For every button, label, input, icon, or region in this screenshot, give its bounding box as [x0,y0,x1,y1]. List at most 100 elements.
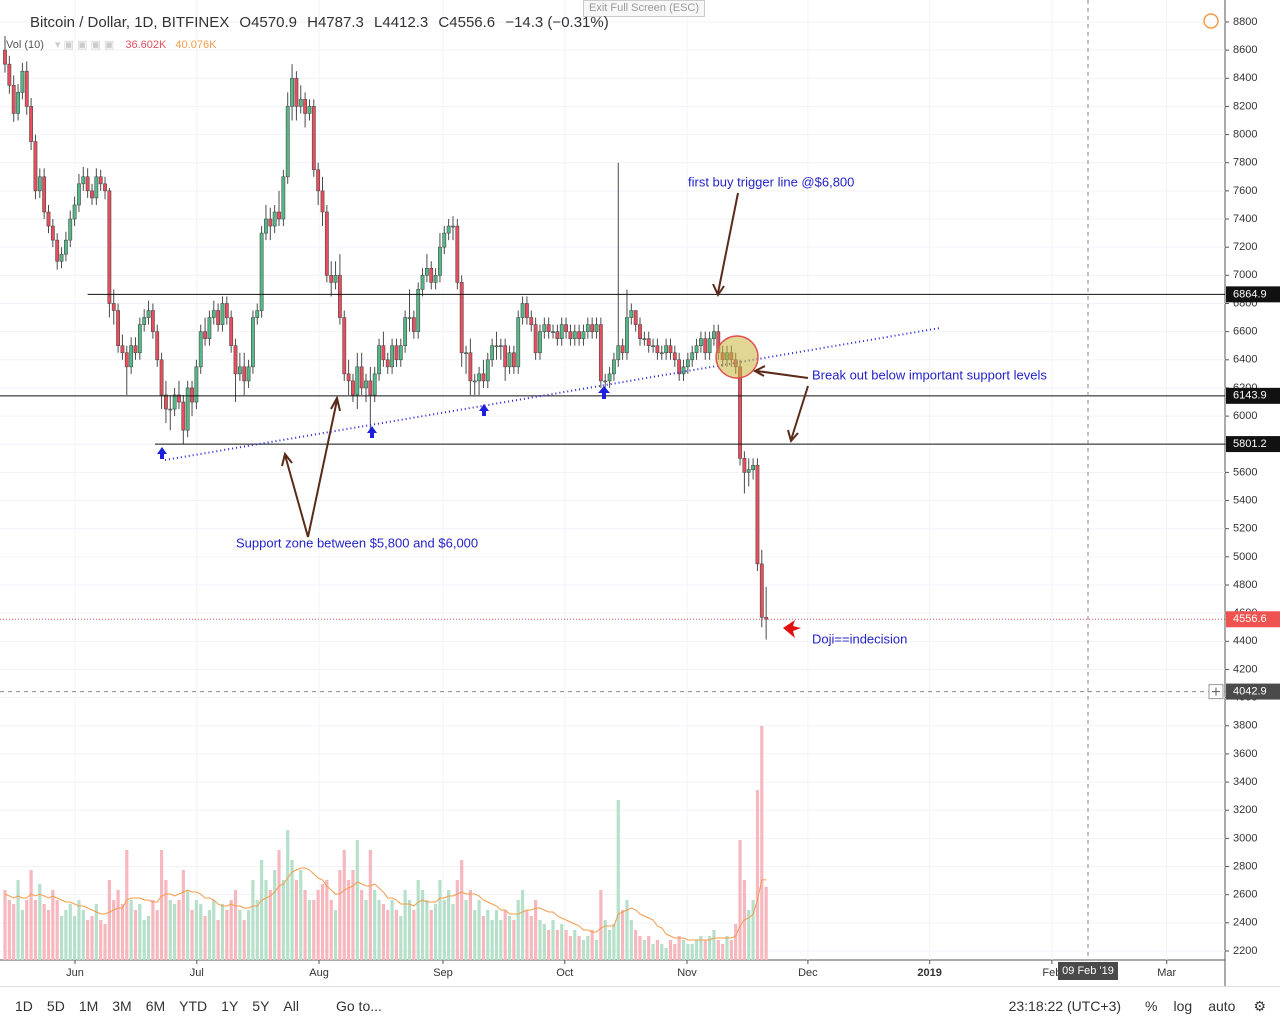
candle-body [198,331,203,368]
y-tick-label: 5000 [1233,551,1257,563]
volume-bar [607,930,612,960]
goto[interactable]: Go to... [335,998,382,1014]
symbol[interactable]: Bitcoin / Dollar, 1D, BITFINEX [30,14,230,31]
range-button[interactable]: 1Y [221,998,239,1014]
candle-body [316,169,321,192]
range-button[interactable]: 1M [78,998,99,1014]
candle-body [755,465,760,565]
candle-body [525,303,529,318]
date-badge-label: 09 Feb '19 [1062,965,1114,977]
exit-fullscreen[interactable]: Exit Full Screen (ESC) [583,0,705,17]
range-button[interactable]: 6M [145,998,166,1014]
candle-body [355,366,360,396]
candle-body [63,239,68,255]
candle-body [55,239,60,262]
plot-bg [0,0,1225,960]
volume-bar [507,916,512,960]
percent[interactable]: % [1145,998,1158,1014]
candle-body [146,310,151,318]
y-tick-label: 2400 [1233,917,1257,929]
volume-bar [138,904,142,960]
candle-body [207,317,212,339]
volume-bar [525,910,529,960]
candle-body [77,183,81,206]
candle-body [237,366,242,375]
legend: Bitcoin / Dollar, 1D, BITFINEX O4570.9 H… [30,14,615,31]
volume-bar [668,940,673,960]
candle-body [511,352,516,368]
annotation: first buy trigger line @$6,800 [688,174,854,189]
volume-bar [516,900,520,960]
candle-body [555,331,560,339]
range-button[interactable]: 5Y [252,998,270,1014]
volume-bar [751,900,755,960]
candle-body [251,317,255,368]
volume-bar [286,830,290,960]
candle-body [411,317,416,332]
candle-body [72,204,77,220]
volume-bar [186,890,190,960]
candle-body [529,317,534,325]
candle-body [685,359,690,368]
volume-bar [581,940,586,960]
volume-bar [403,890,407,960]
volume-bar [333,910,338,960]
volume-bar [603,920,607,960]
study-name[interactable]: Vol (10) [6,39,44,51]
candle-body [98,176,103,185]
volume-bar [634,930,638,960]
volume-bar [59,916,64,960]
candle-body [333,275,338,283]
candle-body [407,317,412,319]
volume-bar [81,910,85,960]
candle-body [303,99,308,114]
ohlc-open: O4570.9 [239,14,297,31]
volume-bar [599,890,603,960]
candle-body [712,331,716,339]
volume-bar [586,936,590,960]
volume-bar [616,800,620,960]
volume-bar [373,890,377,960]
volume-bar [690,944,694,960]
price-badge [1226,286,1280,303]
auto[interactable]: auto [1208,998,1236,1014]
volume-bar [242,920,246,960]
candle-body [124,352,129,368]
candle-body [159,359,164,396]
y-tick-label: 4800 [1233,579,1257,591]
volume-bar [429,910,433,960]
range-button[interactable]: All [283,998,299,1014]
volume-bar [338,870,342,960]
y-tick-label: 8400 [1233,72,1257,84]
range-button[interactable]: 1D [15,998,33,1014]
volume-bar [329,900,333,960]
volume-bar [447,890,451,960]
y-tick-label: 2800 [1233,860,1257,872]
toolbar: 1D 5D 1M 3M 6M YTD 1Y 5Y All Go to... 23:18:22 (… [0,986,1280,1025]
volume-bar [460,860,464,960]
volume-bar [268,890,272,960]
y-tick-label: 8600 [1233,44,1257,56]
candle-body [164,394,168,410]
candle-body [277,211,281,220]
price-badge-label: 4556.6 [1233,613,1267,625]
volume-bar [464,900,468,960]
volume-bar [116,890,120,960]
volume-bar [303,890,307,960]
log[interactable]: log [1173,998,1193,1014]
candle-body [368,380,373,396]
volume-bar [199,904,203,960]
range-button[interactable]: YTD [179,998,208,1014]
range-button[interactable]: 3M [112,998,132,1014]
candle-body [472,380,477,383]
volume-bar [747,910,751,960]
candle-body [455,225,460,283]
volume-bar [729,940,733,960]
volume-bar [225,910,229,960]
y-tick-label: 8200 [1233,100,1257,112]
candle-body [346,373,351,382]
candle-body [590,324,595,332]
settings[interactable]: ⚙ [1253,997,1266,1014]
volume-bar [177,900,181,960]
range-button[interactable]: 5D [46,998,65,1014]
